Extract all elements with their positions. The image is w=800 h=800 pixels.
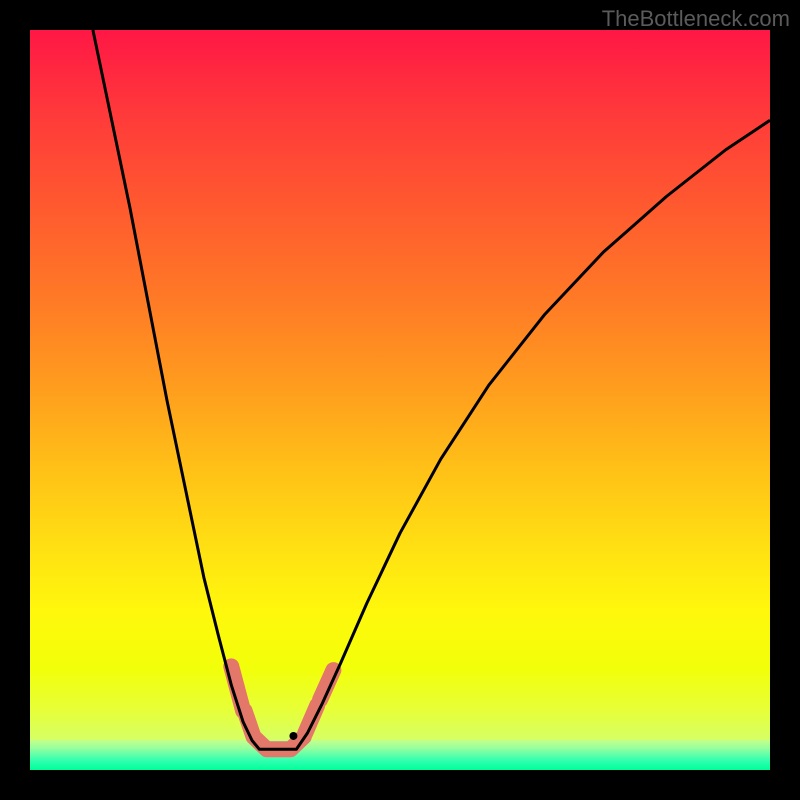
plot-area bbox=[30, 30, 770, 770]
v-curve-path bbox=[93, 30, 770, 749]
curve-layer bbox=[30, 30, 770, 770]
sausage-overlay bbox=[231, 666, 333, 749]
watermark-text: TheBottleneck.com bbox=[602, 6, 790, 32]
valley-marker-dot bbox=[289, 732, 297, 740]
